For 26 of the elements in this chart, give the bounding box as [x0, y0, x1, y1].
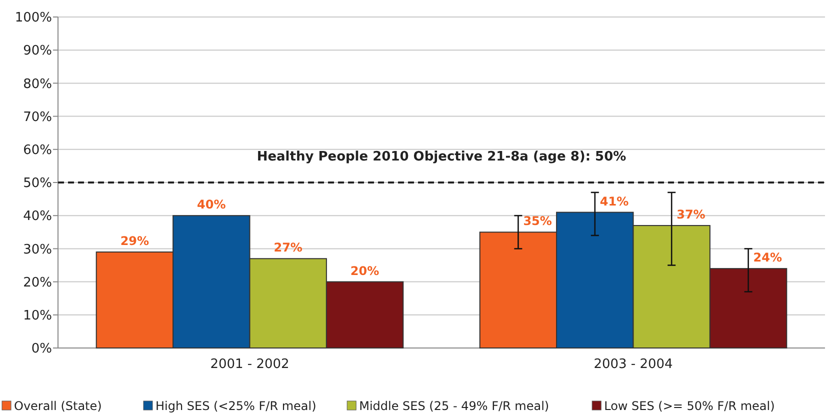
data-label: 37%: [676, 208, 706, 222]
y-tick-label: 80%: [23, 76, 52, 92]
y-tick-label: 60%: [23, 142, 52, 158]
data-label: 24%: [753, 250, 782, 265]
y-tick-label: 10%: [23, 308, 52, 324]
y-tick-label: 0%: [31, 342, 52, 357]
y-tick-label: 100%: [14, 10, 52, 26]
data-label: 27%: [274, 240, 302, 255]
data-label: 35%: [523, 214, 552, 228]
data-label: 40%: [197, 198, 226, 212]
legend-label: High SES (<25% F/R meal): [156, 399, 316, 413]
legend-label: Low SES (>= 50% F/R meal): [604, 399, 775, 413]
y-tick-label: 90%: [23, 44, 52, 59]
x-tick-label: 2003 - 2004: [594, 357, 673, 372]
data-label: 41%: [600, 194, 629, 208]
ref-line-label: Healthy People 2010 Objective 21-8a (age 8): 50%: [256, 150, 626, 164]
legend-label: Middle SES (25 - 49% F/R meal): [359, 399, 550, 413]
y-tick-label: 70%: [23, 110, 52, 125]
y-tick-label: 40%: [23, 209, 52, 224]
data-label: 29%: [120, 234, 150, 248]
legend-label: Overall (State): [14, 399, 102, 413]
x-tick-label: 2001 - 2002: [210, 357, 290, 372]
y-tick-label: 30%: [23, 242, 52, 258]
y-tick-label: 20%: [23, 275, 52, 290]
data-label: 20%: [350, 264, 380, 278]
y-tick-label: 50%: [23, 176, 52, 192]
